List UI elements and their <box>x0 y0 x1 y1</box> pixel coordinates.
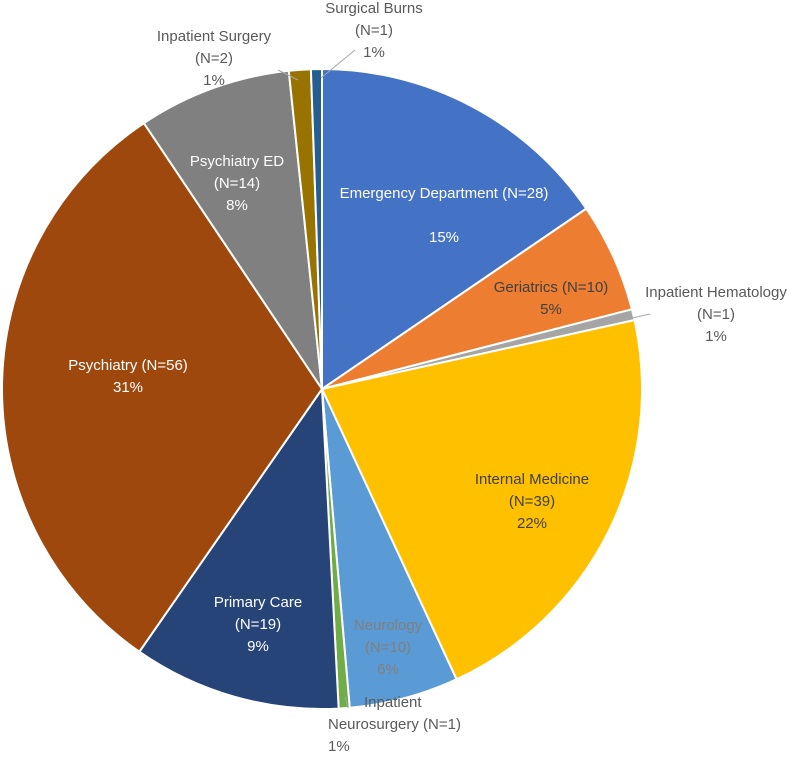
label-psychiatry-ed: Psychiatry ED (N=14) 8% <box>190 153 284 214</box>
slice-surgical-burns <box>309 67 323 390</box>
label-psychiatry: Psychiatry (N=56) 31% <box>68 357 188 396</box>
label-neurology: Neurology (N=10) 6% <box>354 617 423 678</box>
leader-line-surgical-burns <box>320 49 356 79</box>
leader-line-inpatient-hematology <box>631 313 651 319</box>
pie-slices <box>1 67 643 710</box>
label-primary-care: Primary Care (N=19) 9% <box>214 594 302 655</box>
slice-emergency-department <box>321 68 588 390</box>
leader-line-inpatient-surgery <box>277 69 299 81</box>
label-emergency-department: Emergency Department (N=28) 15% <box>340 185 549 246</box>
label-surgical-burns: Surgical Burns (N=1) 1% <box>325 0 423 61</box>
slice-psychiatry <box>1 122 323 653</box>
label-inpatient-hematology: Inpatient Hematology (N=1) 1% <box>645 284 787 345</box>
slice-labels: Emergency Department (N=28) 15% Geriatrics… <box>68 0 787 755</box>
slice-internal-medicine <box>321 319 643 681</box>
label-internal-medicine: Internal Medicine (N=39) 22% <box>475 471 589 532</box>
label-inpatient-neurosurgery: Inpatient Neurosurgery (N=1) 1% <box>328 694 461 755</box>
label-geriatrics: Geriatrics (N=10) 5% <box>494 279 609 318</box>
slice-primary-care <box>138 388 340 710</box>
leader-lines <box>277 49 651 709</box>
label-inpatient-surgery: Inpatient Surgery (N=2) 1% <box>157 28 272 89</box>
leader-line-inpatient-neurosurgery <box>344 696 349 709</box>
